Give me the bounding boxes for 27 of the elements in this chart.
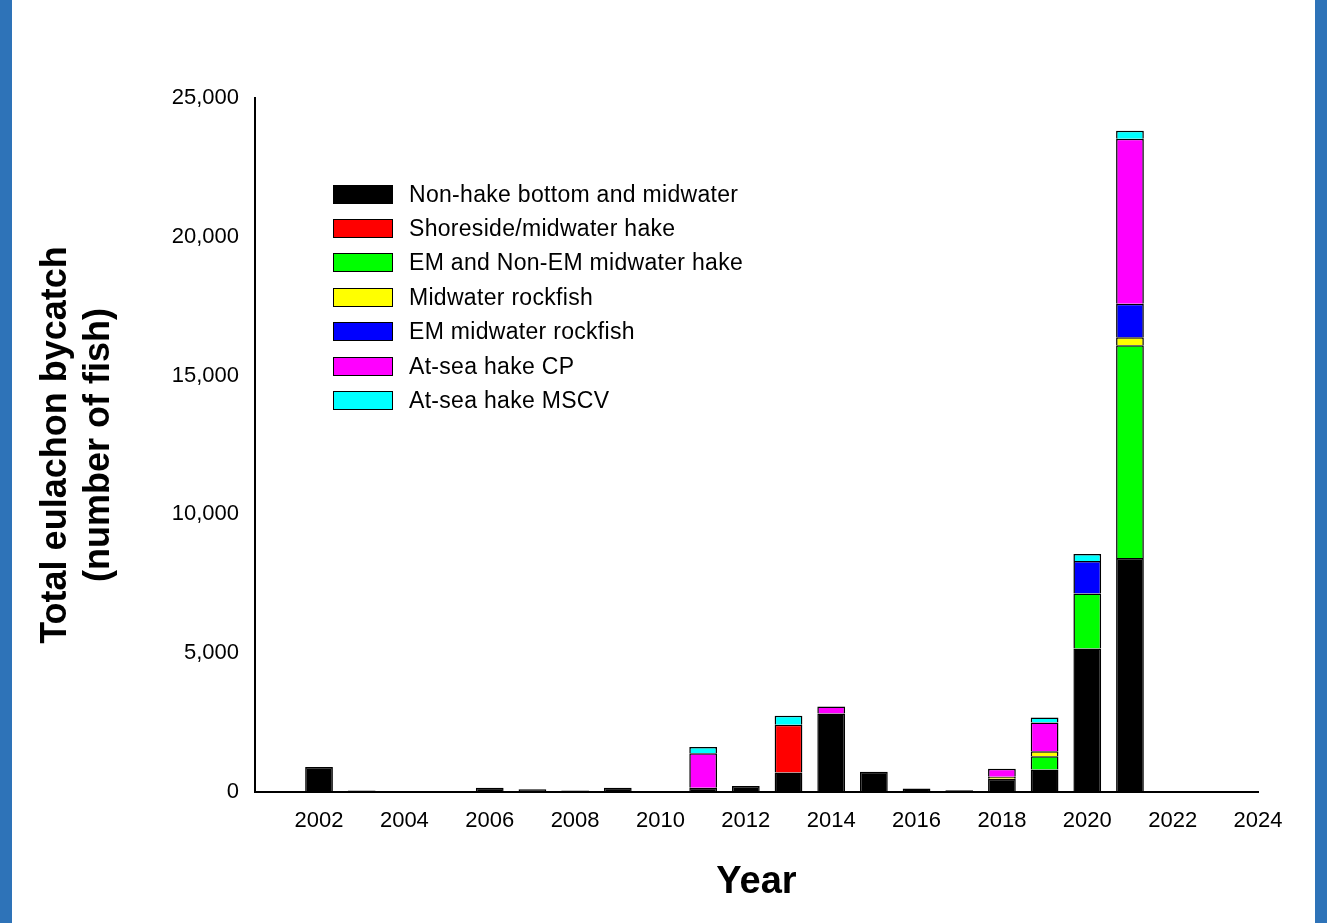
y-axis-title: Total eulachon bycatch (number of fish) [32,246,117,644]
legend-label: Non-hake bottom and midwater [409,180,739,208]
x-tick-label: 2018 [977,807,1027,833]
x-tick-label: 2004 [379,807,429,833]
legend-label: At-sea hake CP [409,352,575,380]
x-tick-label: 2012 [721,807,771,833]
y-tick-label: 15,000 [171,361,239,387]
y-tick-label: 5,000 [183,639,239,665]
x-tick-label: 2006 [465,807,515,833]
x-axis-title: Year [716,858,797,901]
legend-label: EM and Non-EM midwater hake [409,249,744,277]
x-tick-label: 2014 [806,807,856,833]
legend-label: EM midwater rockfish [409,318,635,346]
y-tick-label: 25,000 [171,84,239,110]
y-tick-label: 10,000 [171,500,239,526]
legend-label: Midwater rockfish [409,283,594,311]
y-tick-label: 0 [226,778,239,804]
x-tick-label: 2010 [635,807,685,833]
x-tick-label: 2020 [1062,807,1112,833]
legend-label: At-sea hake MSCV [409,387,610,415]
x-tick-label: 2024 [1233,807,1283,833]
x-tick-label: 2002 [294,807,344,833]
legend-label: Shoreside/midwater hake [409,215,676,243]
x-tick-label: 2008 [550,807,600,833]
x-tick-label: 2022 [1148,807,1198,833]
x-tick-label: 2016 [892,807,942,833]
y-tick-label: 20,000 [171,222,239,248]
